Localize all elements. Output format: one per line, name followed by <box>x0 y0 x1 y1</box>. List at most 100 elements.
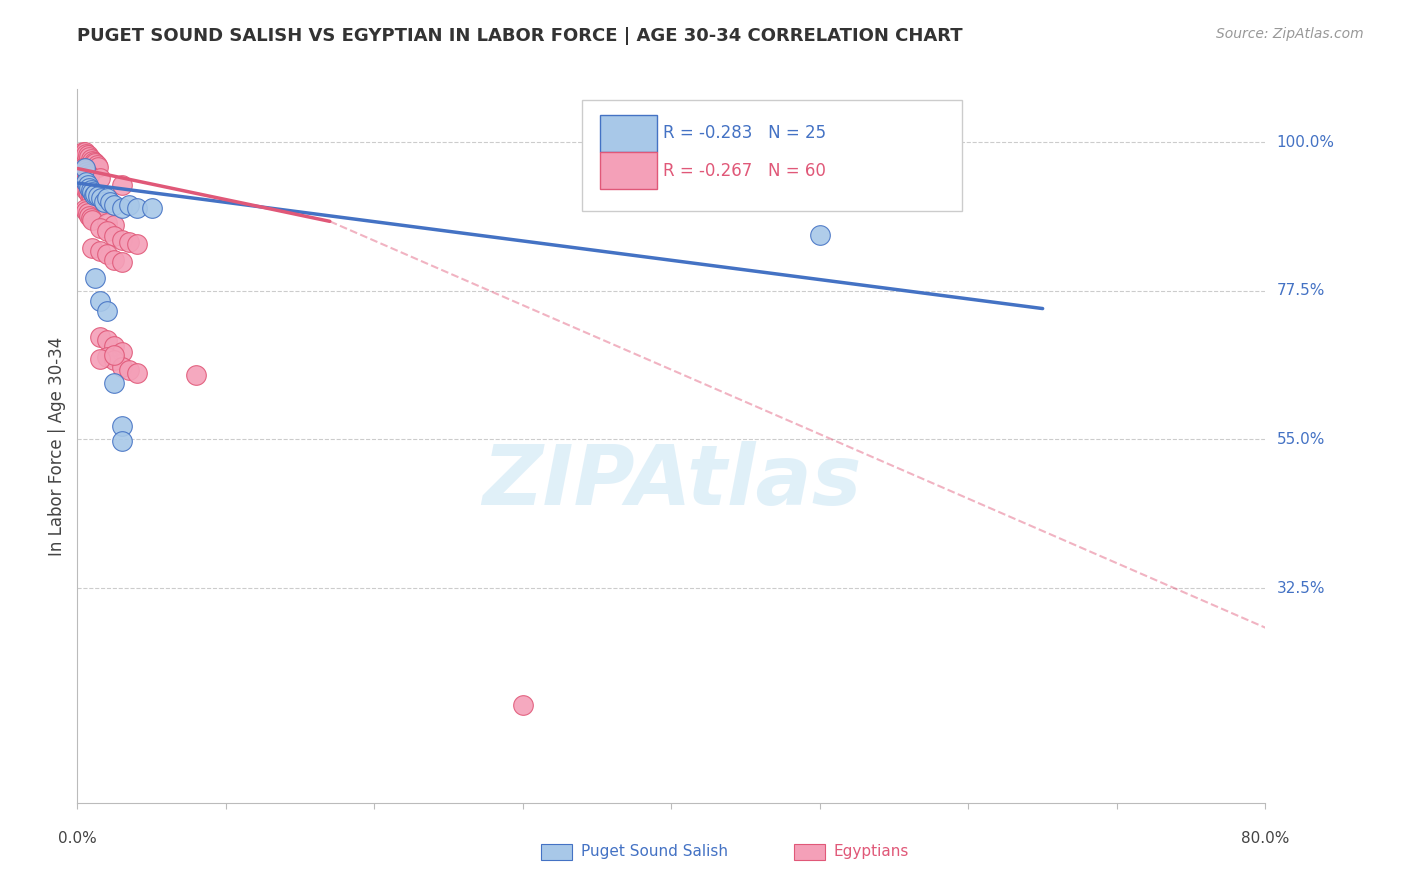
Point <box>80 189 103 203</box>
Point <box>76 167 98 181</box>
Point <box>75 183 97 197</box>
Point <box>73 202 96 217</box>
Point <box>118 198 141 212</box>
Point <box>90 191 112 205</box>
Text: Source: ZipAtlas.com: Source: ZipAtlas.com <box>1216 27 1364 41</box>
Point <box>83 188 105 202</box>
Point <box>82 153 104 168</box>
Text: 32.5%: 32.5% <box>1277 581 1324 596</box>
Bar <box>541 844 572 860</box>
Point <box>82 213 104 227</box>
Point <box>77 181 100 195</box>
Point <box>103 218 125 232</box>
Text: 77.5%: 77.5% <box>1277 284 1324 298</box>
Point <box>86 198 108 212</box>
Point <box>87 200 110 214</box>
Point <box>83 154 105 169</box>
Point <box>75 165 97 179</box>
Point <box>72 161 94 176</box>
Point <box>89 351 111 366</box>
Text: 0.0%: 0.0% <box>58 830 97 846</box>
Text: PUGET SOUND SALISH VS EGYPTIAN IN LABOR FORCE | AGE 30-34 CORRELATION CHART: PUGET SOUND SALISH VS EGYPTIAN IN LABOR … <box>77 27 963 45</box>
Point <box>96 191 118 205</box>
Text: R = -0.283   N = 25: R = -0.283 N = 25 <box>664 125 827 143</box>
Point <box>76 185 98 199</box>
Point <box>89 171 111 186</box>
Point <box>141 201 163 215</box>
Point <box>80 152 103 166</box>
Point <box>111 201 134 215</box>
Point <box>82 191 104 205</box>
Point <box>77 209 100 223</box>
Point <box>103 348 125 362</box>
Point <box>82 241 104 255</box>
Text: Puget Sound Salish: Puget Sound Salish <box>581 845 728 859</box>
Point <box>87 160 110 174</box>
Point <box>83 193 105 207</box>
Point <box>125 367 148 381</box>
Point <box>84 186 107 201</box>
Point <box>96 224 118 238</box>
Point <box>72 145 94 159</box>
Point <box>111 178 134 192</box>
Point <box>76 178 98 192</box>
Point <box>89 244 111 258</box>
Point <box>96 303 118 318</box>
Bar <box>794 844 825 860</box>
Point <box>76 148 98 162</box>
Point <box>111 359 134 374</box>
Point <box>111 345 134 359</box>
FancyBboxPatch shape <box>600 152 657 189</box>
Point <box>111 419 134 434</box>
Point <box>77 186 100 201</box>
Text: R = -0.267   N = 60: R = -0.267 N = 60 <box>664 161 825 179</box>
Point <box>111 434 134 448</box>
Point <box>103 228 125 243</box>
Point <box>82 185 104 199</box>
Point <box>87 189 110 203</box>
Point <box>512 698 534 712</box>
Point <box>103 198 125 212</box>
Point <box>96 333 118 347</box>
Point <box>80 211 103 225</box>
Text: 55.0%: 55.0% <box>1277 432 1324 447</box>
Point <box>89 293 111 308</box>
Text: 100.0%: 100.0% <box>1277 135 1334 150</box>
Text: 80.0%: 80.0% <box>1241 830 1289 846</box>
Point <box>118 363 141 377</box>
Point <box>111 255 134 269</box>
Point <box>98 194 121 209</box>
Text: ZIPAtlas: ZIPAtlas <box>482 442 860 522</box>
FancyBboxPatch shape <box>582 100 963 211</box>
Point <box>96 216 118 230</box>
Point <box>103 338 125 352</box>
Point <box>103 376 125 391</box>
Point <box>73 180 96 194</box>
Point <box>73 162 96 177</box>
Point <box>76 206 98 220</box>
Point <box>84 156 107 170</box>
FancyBboxPatch shape <box>600 115 657 152</box>
Text: Egyptians: Egyptians <box>834 845 910 859</box>
Point <box>111 233 134 247</box>
Point <box>118 235 141 250</box>
Point <box>93 194 115 209</box>
Point <box>103 252 125 267</box>
Point <box>89 221 111 235</box>
Point <box>84 270 107 285</box>
Point <box>84 195 107 210</box>
Point <box>73 145 96 159</box>
Y-axis label: In Labor Force | Age 30-34: In Labor Force | Age 30-34 <box>48 336 66 556</box>
Point <box>186 368 208 382</box>
Point <box>75 204 97 219</box>
Point <box>103 353 125 368</box>
Point <box>75 147 97 161</box>
Point <box>89 330 111 344</box>
Point <box>80 183 103 197</box>
Point <box>73 161 96 176</box>
Point <box>808 227 831 242</box>
Point <box>86 158 108 172</box>
Point <box>77 150 100 164</box>
Point <box>125 237 148 252</box>
Point <box>75 175 97 189</box>
